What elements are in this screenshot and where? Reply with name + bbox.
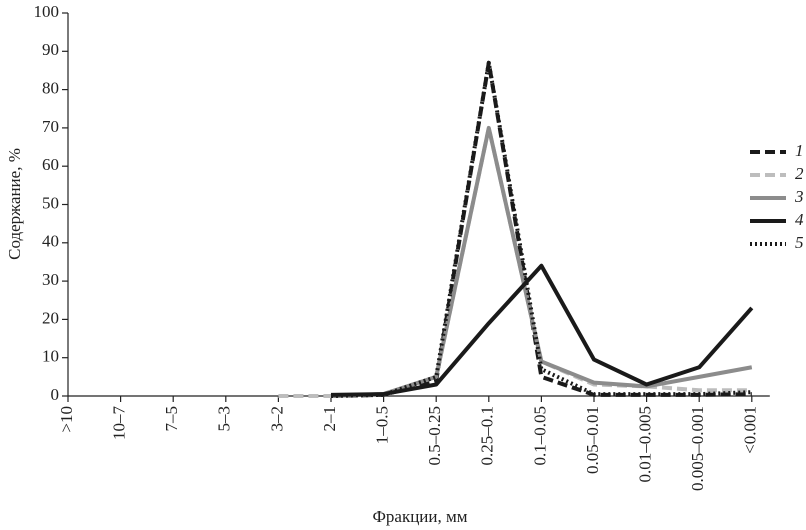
y-tick-label: 90 [42, 40, 59, 59]
x-tick-label: 0.1–0.05 [530, 406, 549, 466]
x-tick-label: 1–0.5 [373, 406, 392, 444]
legend-label: 1 [795, 141, 804, 160]
y-tick-label: 30 [42, 270, 59, 289]
series-line [330, 263, 754, 397]
y-tick-label: 50 [42, 193, 59, 212]
series-line [278, 125, 752, 398]
legend-label: 4 [795, 210, 804, 229]
x-tick-label: 0.5–0.25 [425, 406, 444, 466]
x-tick-label: 0.05–0.01 [583, 406, 602, 474]
x-tick-label: 3–2 [267, 406, 286, 432]
legend-label: 5 [795, 233, 804, 252]
x-tick-label: 5–3 [215, 406, 234, 432]
y-tick-label: 80 [42, 79, 59, 98]
y-axis-title: Содержание, % [5, 148, 24, 260]
x-tick-label: <0.001 [741, 406, 760, 454]
x-tick-label: >10 [57, 406, 76, 433]
y-tick-label: 70 [42, 117, 59, 136]
series-line [330, 60, 752, 398]
y-tick-label: 40 [42, 232, 59, 251]
x-tick-label: 0.01–0.005 [636, 406, 655, 483]
y-tick-label: 0 [51, 385, 60, 404]
x-tick-label: 7–5 [162, 406, 181, 432]
x-axis-title: Фракции, мм [372, 507, 467, 526]
series-line [330, 125, 753, 398]
series-line [330, 60, 752, 398]
legend-label: 2 [795, 164, 804, 183]
y-tick-label: 60 [42, 155, 59, 174]
legend-label: 3 [794, 187, 804, 206]
x-tick-label: 0.25–0.1 [478, 406, 497, 466]
y-tick-label: 100 [34, 2, 60, 21]
y-tick-label: 10 [42, 347, 59, 366]
x-tick-label: 0.005–0.001 [688, 406, 707, 491]
y-tick-label: 20 [42, 308, 59, 327]
x-tick-label: 10–7 [110, 406, 129, 441]
x-tick-label: 2–1 [320, 406, 339, 432]
